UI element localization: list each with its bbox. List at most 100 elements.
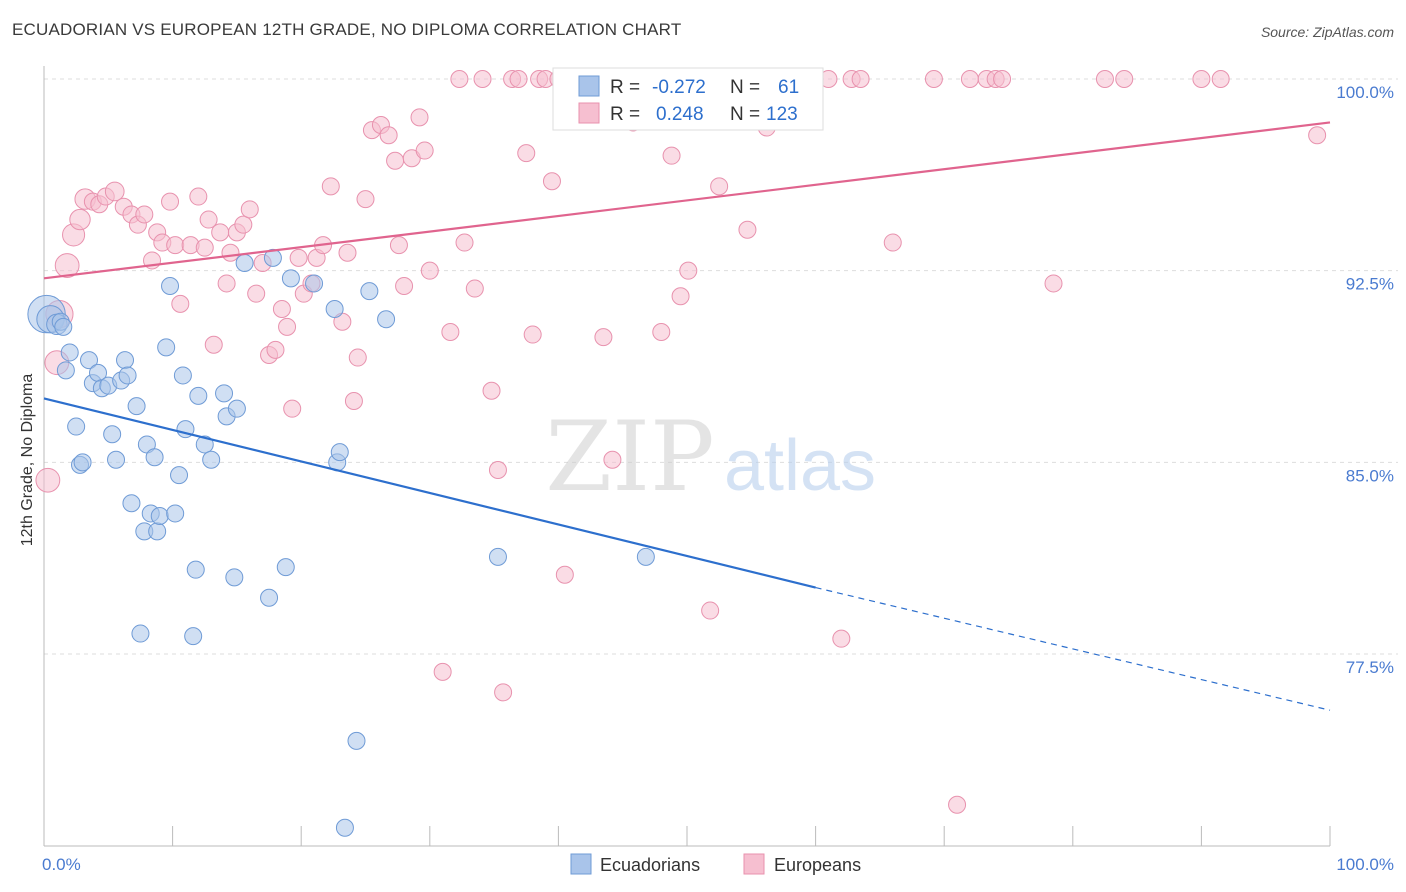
trend-lines <box>43 121 1331 711</box>
europeans-point-46 <box>338 243 357 262</box>
ecuadorians-point-45 <box>260 588 279 607</box>
europeans-point-118 <box>1211 70 1230 88</box>
europeans-point-26 <box>211 223 230 242</box>
europeans-point-55 <box>395 277 414 295</box>
ecuadorians-point-36 <box>186 560 205 579</box>
ecuadorians-point-57 <box>488 547 507 566</box>
grid-lines <box>44 78 1398 655</box>
europeans-point-52 <box>379 126 398 145</box>
ecuadorians-point-52 <box>330 443 349 462</box>
ecuadorians-point-30 <box>161 277 180 295</box>
europeans-point-58 <box>415 141 434 160</box>
y-tick-label-3: 100.0% <box>1336 83 1394 102</box>
ecuadorians-point-5 <box>56 361 75 380</box>
europeans-point-60 <box>433 662 452 681</box>
legend-n-value-1: 61 <box>778 77 799 98</box>
europeans-point-10 <box>104 181 125 202</box>
ecuadorians-point-39 <box>202 450 221 469</box>
ecuadorians-point-7 <box>67 417 86 436</box>
europeans-point-93 <box>710 177 729 196</box>
europeans-point-88 <box>662 146 681 165</box>
europeans-point-39 <box>289 248 308 267</box>
europeans-point-59 <box>420 261 439 280</box>
europeans-point-115 <box>1095 70 1114 88</box>
europeans-point-113 <box>993 70 1012 88</box>
europeans-point-64 <box>465 279 484 298</box>
trend-line-ecuadorians <box>43 397 816 589</box>
europeans-point-117 <box>1192 70 1211 88</box>
y-tick-label-0: 77.5% <box>1346 658 1394 677</box>
ecuadorians-point-22 <box>131 624 150 643</box>
y-tick-label-1: 85.0% <box>1346 466 1394 485</box>
ecuadorians-point-27 <box>148 522 167 541</box>
x-tick-labels: 0.0% 100.0% <box>42 855 1394 874</box>
ecuadorians-point-49 <box>305 274 324 293</box>
europeans-point-19 <box>166 236 185 255</box>
europeans-point-27 <box>217 274 236 293</box>
legend-n-label-2: N = <box>730 104 760 125</box>
ecuadorians-point-46 <box>263 248 282 267</box>
legend-r-value-2: 0.248 <box>656 104 704 125</box>
trend-line-europeans <box>43 121 1331 280</box>
europeans-point-68 <box>494 683 513 702</box>
ecuadorians-point-37 <box>189 386 208 405</box>
ecuadorians-point-54 <box>347 731 366 750</box>
legend-swatch-pink <box>578 102 600 124</box>
legend-n-label-1: N = <box>730 77 760 98</box>
europeans-point-30 <box>234 215 253 234</box>
ecuadorians-point-18 <box>116 351 135 370</box>
watermark-zip: ZIP <box>545 401 714 513</box>
ecuadorians-point-53 <box>335 818 354 837</box>
europeans-point-72 <box>523 325 542 344</box>
europeans-point-81 <box>594 328 613 347</box>
ecuadorians-point-19 <box>118 366 137 385</box>
bottom-legend-swatch-ecuadorians <box>570 853 592 875</box>
europeans-point-23 <box>195 238 214 257</box>
bottom-legend-swatch-europeans <box>743 853 765 875</box>
europeans-point-77 <box>555 565 574 584</box>
europeans-point-67 <box>488 461 507 479</box>
watermark: ZIP atlas <box>545 401 876 513</box>
ecuadorians-point-15 <box>103 425 122 444</box>
europeans-point-96 <box>738 220 757 239</box>
ecuadorians-point-38 <box>195 435 214 454</box>
y-tick-labels: 77.5% 85.0% 92.5% 100.0% <box>1336 83 1394 677</box>
europeans-point-66 <box>482 381 501 400</box>
europeans-point-65 <box>473 70 492 88</box>
europeans-point-35 <box>266 340 285 359</box>
ecuadorians-point-4 <box>54 317 73 336</box>
watermark-atlas: atlas <box>724 426 876 506</box>
ecuadorians-point-32 <box>170 466 189 485</box>
ecuadorians-point-21 <box>127 397 146 416</box>
europeans-point-109 <box>948 795 967 814</box>
europeans-point-107 <box>883 233 902 252</box>
ecuadorians-point-31 <box>166 504 185 523</box>
europeans-point-106 <box>851 70 870 88</box>
europeans-point-47 <box>344 392 363 410</box>
europeans-point-82 <box>603 450 622 469</box>
bottom-legend-ecuadorians: Ecuadorians <box>600 855 700 875</box>
europeans-point-31 <box>240 200 259 219</box>
europeans-point-37 <box>278 317 297 336</box>
europeans-point-48 <box>348 348 367 367</box>
ecuadorians-point-29 <box>157 338 176 357</box>
europeans-point-53 <box>386 151 405 170</box>
europeans-point-36 <box>272 300 291 318</box>
europeans-point-114 <box>1044 274 1063 293</box>
ecuadorians-point-40 <box>215 384 234 403</box>
europeans-point-38 <box>283 399 302 418</box>
europeans-point-62 <box>450 70 469 88</box>
europeans-point-28 <box>221 243 240 262</box>
ecuadorians-point-58 <box>636 547 655 566</box>
legend-r-value-1: -0.272 <box>652 77 706 98</box>
bottom-legend: Ecuadorians Europeans <box>570 853 861 875</box>
x-tick-label-1: 100.0% <box>1336 855 1394 874</box>
europeans-point-57 <box>410 108 429 127</box>
ecuadorians-point-20 <box>122 494 141 513</box>
legend-r-label-2: R = <box>610 104 640 125</box>
europeans-point-92 <box>701 601 720 620</box>
europeans-point-71 <box>517 144 536 163</box>
axes <box>43 66 1331 847</box>
europeans-point-20 <box>171 294 190 313</box>
